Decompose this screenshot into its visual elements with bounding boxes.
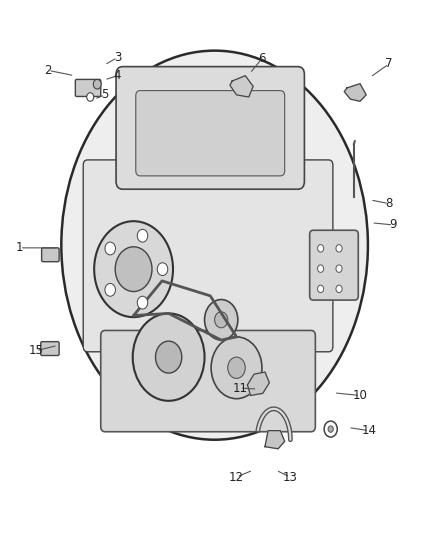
Text: 11: 11 [233,382,247,394]
Ellipse shape [61,51,368,440]
Text: 6: 6 [258,52,266,65]
Text: 1: 1 [16,241,24,254]
Polygon shape [344,84,366,101]
Circle shape [318,285,324,293]
Circle shape [137,229,148,242]
Text: 5: 5 [102,88,109,101]
FancyBboxPatch shape [310,230,358,300]
Text: 8: 8 [385,197,392,210]
Text: 13: 13 [283,471,297,483]
Circle shape [93,79,101,89]
Polygon shape [265,431,285,449]
Text: 12: 12 [229,471,244,483]
Polygon shape [247,372,269,395]
Circle shape [105,284,116,296]
Circle shape [318,265,324,272]
Circle shape [137,296,148,309]
Circle shape [336,245,342,252]
Circle shape [211,337,262,399]
FancyBboxPatch shape [136,91,285,176]
Circle shape [133,313,205,401]
Polygon shape [230,76,253,97]
Text: 14: 14 [361,424,376,437]
Circle shape [105,242,116,255]
Text: 4: 4 [113,69,121,82]
FancyBboxPatch shape [42,248,59,262]
Circle shape [155,341,182,373]
FancyBboxPatch shape [75,79,101,96]
Circle shape [336,265,342,272]
Circle shape [324,421,337,437]
FancyBboxPatch shape [116,67,304,189]
Text: 15: 15 [28,344,43,357]
Circle shape [157,263,168,276]
FancyBboxPatch shape [83,160,333,352]
Circle shape [205,300,238,340]
Circle shape [94,221,173,317]
Text: 3: 3 [114,51,121,64]
Circle shape [87,93,94,101]
Circle shape [336,285,342,293]
Circle shape [228,357,245,378]
Text: 9: 9 [389,219,397,231]
Text: 2: 2 [44,64,52,77]
FancyBboxPatch shape [101,330,315,432]
FancyBboxPatch shape [41,342,59,356]
Circle shape [318,245,324,252]
Text: 7: 7 [385,58,393,70]
Circle shape [328,426,333,432]
Circle shape [215,312,228,328]
Text: 10: 10 [353,389,367,402]
Circle shape [115,247,152,292]
